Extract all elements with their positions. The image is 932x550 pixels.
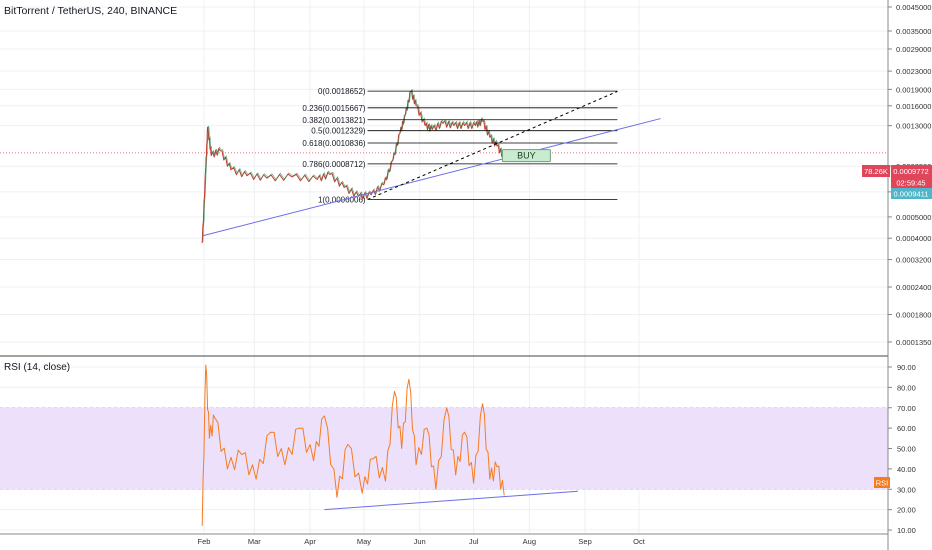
price-badge-text: 0.0009772	[893, 167, 928, 176]
time-label: Oct	[633, 537, 646, 546]
second-price-badge-text: 0.0009411	[894, 190, 929, 199]
price-tick-label: 0.0002400	[896, 283, 931, 292]
price-tick-label: 0.0016000	[896, 102, 931, 111]
rsi-tick-label: 10.00	[897, 526, 916, 535]
rsi-axis-ticks: 90.00 80.00 70.00 60.00 50.00 40.00 30.00 20.00…	[888, 363, 916, 535]
fib-level-label: 0.5(0.0012329)	[311, 127, 366, 136]
rsi-tag-text: RSI	[876, 479, 889, 488]
price-tick-label: 0.0019000	[896, 85, 931, 94]
volume-badge-bg	[862, 165, 890, 177]
time-label: May	[357, 537, 371, 546]
buy-annotation[interactable]: BUY	[501, 149, 551, 163]
fib-level-label: 0.236(0.0015667)	[302, 104, 366, 113]
price-badge-bg	[891, 165, 932, 177]
time-label: Sep	[578, 537, 591, 546]
chart-title: BitTorrent / TetherUS, 240, BINANCE	[4, 5, 177, 17]
countdown-badge-bg	[891, 177, 932, 188]
time-label: Jul	[469, 537, 479, 546]
fibonacci-retracement: 0(0.0018652) 0.236(0.0015667) 0.382(0.0013…	[302, 87, 618, 204]
buy-label: BUY	[517, 151, 536, 161]
rsi-value-badge: RSI	[874, 477, 890, 488]
rsi-tick-label: 90.00	[897, 363, 916, 372]
rsi-tick-label: 70.00	[897, 404, 916, 413]
time-label: Mar	[248, 537, 261, 546]
rsi-title: RSI (14, close)	[4, 362, 70, 373]
rsi-tick-label: 60.00	[897, 424, 916, 433]
rsi-tick-label: 80.00	[897, 383, 916, 392]
price-tick-label: 0.0035000	[896, 27, 931, 36]
time-label: Feb	[198, 537, 211, 546]
price-tick-label: 0.0003200	[896, 256, 931, 265]
rsi-tick-label: 20.00	[897, 506, 916, 515]
fib-level-label: 0(0.0018652)	[318, 87, 366, 96]
fib-level-label: 0.382(0.0013821)	[302, 116, 366, 125]
price-tick-label: 0.0013000	[896, 122, 931, 131]
price-tick-label: 0.0023000	[896, 67, 931, 76]
fib-level-label: 0.786(0.0008712)	[302, 160, 366, 169]
second-price-badge-bg	[891, 188, 932, 199]
rsi-tick-label: 30.00	[897, 485, 916, 494]
rsi-tick-label: 50.00	[897, 445, 916, 454]
rsi-series	[201, 364, 505, 526]
time-label: Jun	[414, 537, 426, 546]
price-tick-label: 0.0004000	[896, 234, 931, 243]
price-tick-label: 0.0001800	[896, 311, 931, 320]
last-price-badge: 78.26K 0.0009772 02:59:45 0.0009411	[862, 165, 932, 199]
rsi-tag-bg	[874, 477, 890, 488]
buy-box	[501, 149, 551, 163]
price-tick-label: 0.0001350	[896, 338, 931, 347]
time-label: Aug	[523, 537, 536, 546]
price-series	[0, 89, 888, 244]
time-axis-labels: Feb Mar Apr May Jun Jul Aug Sep Oct	[198, 537, 646, 546]
rsi-support-trendline[interactable]	[324, 490, 578, 511]
time-label: Apr	[304, 537, 316, 546]
price-tick-label: 0.0005000	[896, 213, 931, 222]
price-tick-label: 0.0029000	[896, 45, 931, 54]
price-support-trendline[interactable]	[202, 118, 661, 237]
rsi-line	[201, 364, 505, 526]
price-line-shadow	[202, 89, 506, 242]
price-tick-label: 0.0045000	[896, 3, 931, 12]
trendlines	[202, 90, 661, 511]
fib-level-label: 0.618(0.0010836)	[302, 139, 366, 148]
volume-badge-text: 78.26K	[864, 167, 888, 176]
rsi-tick-label: 40.00	[897, 465, 916, 474]
countdown-badge-text: 02:59:45	[896, 179, 925, 188]
